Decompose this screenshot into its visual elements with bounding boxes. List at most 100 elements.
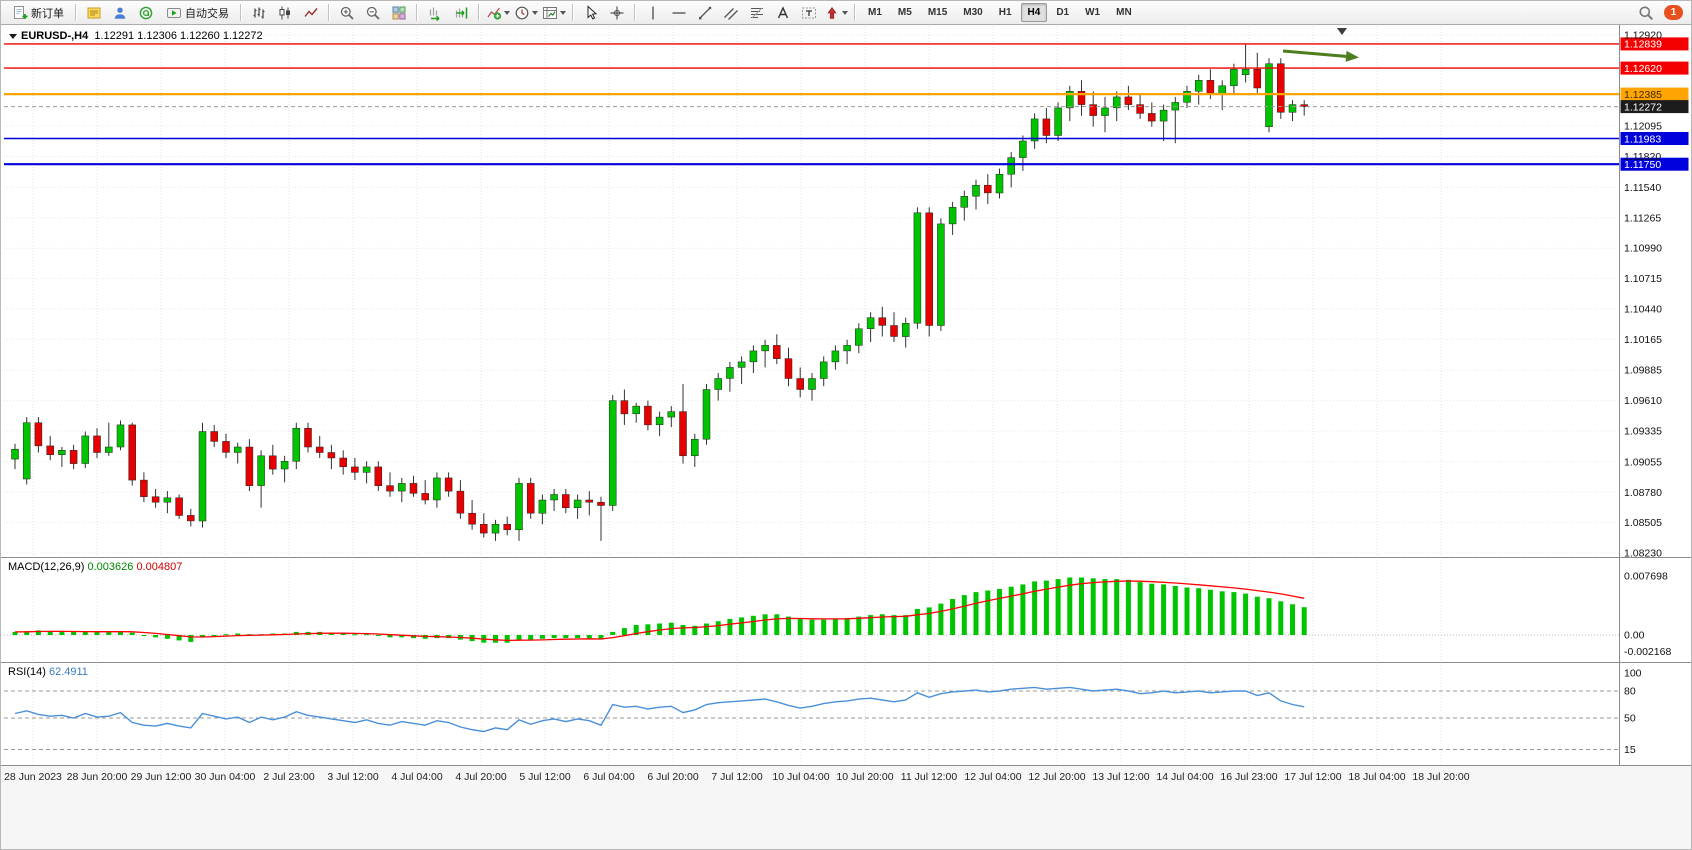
svg-text:1.08505: 1.08505	[1624, 517, 1662, 529]
price-axis[interactable]: 1.12920 1.12095 1.11820 1.11540 1.11265 1.109…	[1624, 30, 1662, 560]
timeframe-m1-button[interactable]: M1	[868, 7, 882, 18]
svg-text:-0.002168: -0.002168	[1624, 646, 1671, 658]
timeframe-m5-button[interactable]: M5	[897, 7, 912, 18]
channel-button[interactable]	[719, 2, 743, 24]
svg-text:15: 15	[1624, 744, 1636, 756]
svg-text:1.12620: 1.12620	[1624, 63, 1662, 75]
person-icon	[112, 5, 128, 21]
auto-trading-button[interactable]: 自动交易	[160, 2, 235, 24]
chart-shift-button[interactable]	[449, 2, 473, 24]
trend-arrow[interactable]	[1282, 49, 1359, 62]
metaeditor-button[interactable]	[82, 2, 106, 24]
zoom-out-button[interactable]	[361, 2, 385, 24]
cursor-button[interactable]	[579, 2, 603, 24]
candlesticks	[11, 43, 1308, 541]
arrows-button[interactable]	[823, 2, 849, 24]
rsi-indicator-label: RSI(14) 62.4911	[8, 666, 88, 678]
rsi-axis[interactable]: 100 80 50 15	[1624, 668, 1642, 757]
auto-scroll-button[interactable]	[423, 2, 447, 24]
fibonacci-button[interactable]	[745, 2, 769, 24]
label-icon	[801, 5, 817, 21]
svg-text:12 Jul 20:00: 12 Jul 20:00	[1028, 771, 1085, 783]
tile-windows-button[interactable]	[387, 2, 411, 24]
horizontal-lines[interactable]	[4, 43, 1619, 166]
svg-text:1.09055: 1.09055	[1624, 456, 1662, 468]
svg-text:80: 80	[1624, 686, 1636, 698]
svg-text:1.08230: 1.08230	[1624, 548, 1662, 560]
macd-indicator-label: MACD(12,26,9) 0.003626 0.004807	[8, 561, 182, 573]
indicators-button[interactable]	[485, 2, 511, 24]
timeframe-h1-button[interactable]: H1	[998, 7, 1012, 18]
main-toolbar: 新订单 自动交易 M1 M5 M15 M30 H1 H4 D1 W1 MN 1	[1, 1, 1691, 25]
zoom-in-button[interactable]	[335, 2, 359, 24]
toolbar-separator	[572, 4, 574, 21]
timeframe-d1-button[interactable]: D1	[1056, 7, 1070, 18]
bar-chart-button[interactable]	[247, 2, 271, 24]
search-icon	[1638, 5, 1654, 21]
line-chart-button[interactable]	[299, 2, 323, 24]
timeframe-m15-button[interactable]: M15	[927, 7, 948, 18]
macd-histogram	[12, 577, 1307, 643]
crosshair-button[interactable]	[605, 2, 629, 24]
toolbar-separator	[240, 4, 242, 21]
svg-text:18 Jul 04:00: 18 Jul 04:00	[1348, 771, 1405, 783]
toolbar-separator	[328, 4, 330, 21]
svg-text:5 Jul 12:00: 5 Jul 12:00	[519, 771, 571, 783]
svg-text:1.12095: 1.12095	[1624, 121, 1662, 133]
svg-text:29 Jun 12:00: 29 Jun 12:00	[131, 771, 192, 783]
svg-text:0.007698: 0.007698	[1624, 571, 1668, 583]
community-icon	[138, 5, 154, 21]
crosshair-icon	[609, 5, 625, 21]
hline-icon	[671, 5, 687, 21]
text-button[interactable]	[771, 2, 795, 24]
rsi-name: RSI(14)	[8, 666, 46, 678]
notification-badge[interactable]: 1	[1664, 5, 1683, 20]
auto-trading-button-label: 自动交易	[185, 7, 229, 20]
label-button[interactable]	[797, 2, 821, 24]
rsi-level-lines	[4, 690, 1619, 750]
timeframe-w1-button[interactable]: W1	[1085, 7, 1101, 18]
linechart-icon	[303, 5, 319, 21]
rsi-value: 62.4911	[48, 666, 88, 678]
svg-text:17 Jul 12:00: 17 Jul 12:00	[1284, 771, 1341, 783]
periods-button[interactable]	[513, 2, 539, 24]
horizontal-line-button[interactable]	[667, 2, 691, 24]
one-click-trading-toggle-icon[interactable]	[9, 33, 17, 39]
text-icon	[775, 5, 791, 21]
svg-text:10 Jul 20:00: 10 Jul 20:00	[836, 771, 893, 783]
vline-icon	[645, 5, 661, 21]
svg-text:1.12920: 1.12920	[1624, 30, 1662, 42]
macd-axis[interactable]: 0.007698 0.00 -0.002168	[1624, 571, 1671, 659]
toolbar-separator	[416, 4, 418, 21]
candles-icon	[277, 5, 293, 21]
clock-icon	[514, 5, 530, 21]
timeframe-h4-button[interactable]: H4	[1020, 3, 1048, 22]
channel-icon	[723, 5, 739, 21]
svg-text:1.08780: 1.08780	[1624, 487, 1662, 499]
shift-marker-icon[interactable]	[1337, 28, 1347, 35]
timeframe-mn-button[interactable]: MN	[1116, 7, 1132, 18]
trendline-button[interactable]	[693, 2, 717, 24]
svg-text:1.09335: 1.09335	[1624, 426, 1662, 438]
autoscroll-icon	[427, 5, 443, 21]
profile-button[interactable]	[108, 2, 132, 24]
candlestick-chart-button[interactable]	[273, 2, 297, 24]
svg-text:1.09885: 1.09885	[1624, 365, 1662, 377]
macd-signal-line	[14, 580, 1305, 642]
timeframe-m30-button[interactable]: M30	[963, 7, 983, 18]
bars-icon	[251, 5, 267, 21]
community-button[interactable]	[134, 2, 158, 24]
panel-dividers[interactable]	[1, 25, 1692, 766]
svg-text:0.00: 0.00	[1624, 630, 1645, 642]
time-axis[interactable]: 28 Jun 2023 28 Jun 20:00 29 Jun 12:00 30 Ju…	[4, 771, 1470, 783]
vertical-line-button[interactable]	[641, 2, 665, 24]
svg-text:30 Jun 04:00: 30 Jun 04:00	[195, 771, 256, 783]
svg-text:6 Jul 04:00: 6 Jul 04:00	[583, 771, 635, 783]
new-order-button[interactable]: 新订单	[6, 2, 70, 24]
macd-name: MACD(12,26,9)	[8, 561, 85, 573]
indicators-icon	[486, 5, 502, 21]
search-button[interactable]	[1634, 2, 1658, 24]
templates-button[interactable]	[541, 2, 567, 24]
toolbar-separator	[75, 4, 77, 21]
